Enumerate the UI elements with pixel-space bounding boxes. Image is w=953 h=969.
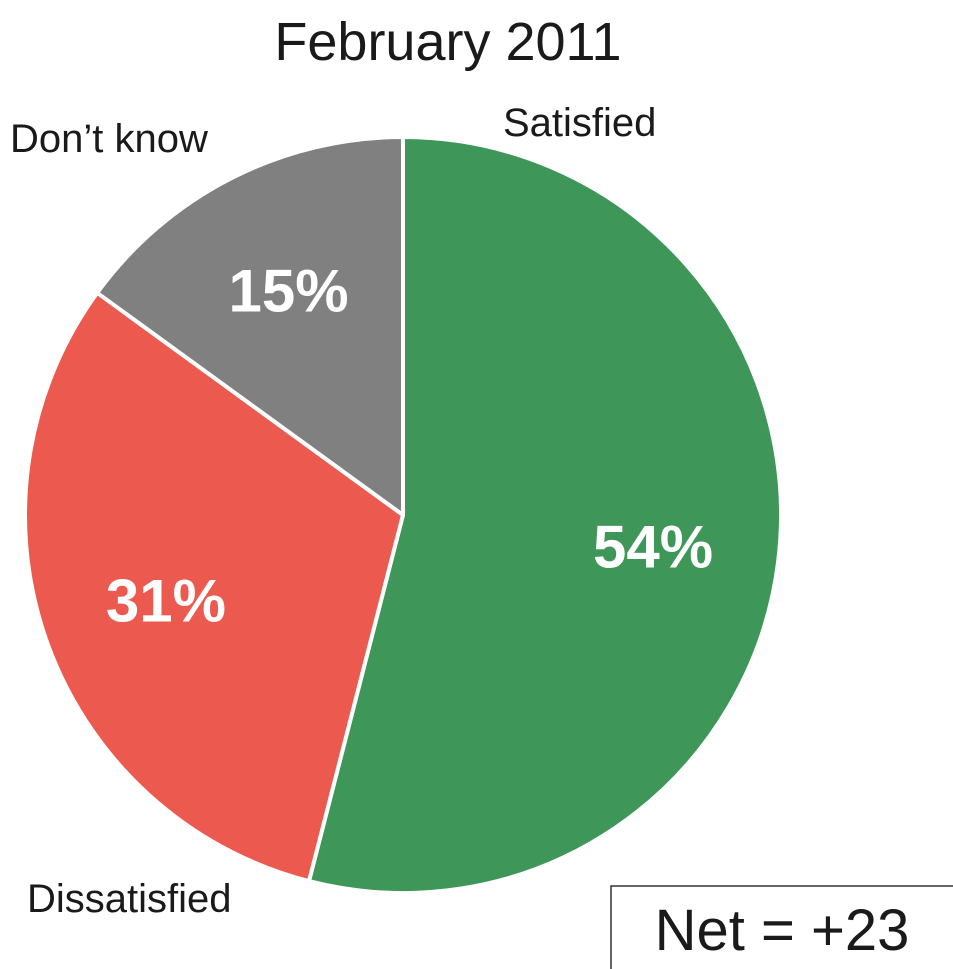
- chart-title: February 2011: [274, 12, 621, 72]
- label-dont-know: Don’t know: [10, 117, 208, 161]
- pie-slice-1: [23, 290, 405, 884]
- net-value: Net = +23: [655, 898, 910, 963]
- pie-slice-0: [306, 135, 784, 895]
- label-satisfied: Satisfied: [503, 101, 656, 145]
- percent-label-1: 31%: [106, 567, 226, 634]
- percent-labels: 54% 31% 15%: [106, 257, 713, 634]
- percent-label-2: 15%: [229, 257, 349, 324]
- pie-slices: [23, 135, 784, 895]
- net-box: [610, 885, 953, 969]
- label-dissatisfied: Dissatisfied: [27, 877, 232, 921]
- net-annotation: Net = +23: [610, 885, 953, 969]
- pie-slice-2: [95, 135, 405, 517]
- percent-label-0: 54%: [593, 514, 713, 581]
